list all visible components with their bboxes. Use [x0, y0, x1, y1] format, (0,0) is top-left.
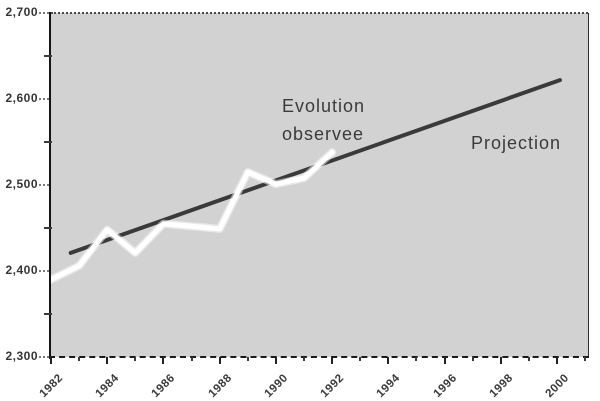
- y-axis-minor-tick: [44, 313, 52, 315]
- x-axis-minor-tick: [415, 357, 418, 361]
- x-axis-minor-tick: [359, 357, 362, 361]
- y-axis-tick-label: 2,600: [5, 91, 38, 105]
- plot-right-border: [588, 13, 589, 357]
- y-axis-minor-tick: [44, 141, 52, 143]
- x-axis-major-tick: [331, 357, 334, 364]
- y-axis-major-tick: [39, 356, 49, 358]
- x-axis-major-tick: [499, 357, 502, 364]
- y-axis-major-tick: [39, 270, 49, 272]
- x-axis-minor-tick: [78, 357, 81, 361]
- x-axis-tick-label: 2000: [543, 372, 572, 400]
- x-axis-minor-tick: [471, 357, 474, 361]
- series-lines: [51, 78, 562, 284]
- x-axis-tick-label: 1982: [37, 372, 66, 400]
- y-axis-tick-label: 2,400: [5, 263, 38, 277]
- observed-series-label-line1: Evolution: [282, 96, 366, 116]
- x-axis-tick-label: 1994: [374, 372, 403, 400]
- x-axis-minor-tick: [527, 357, 530, 361]
- projection-series-label: Projection: [471, 133, 562, 153]
- x-axis-minor-tick: [134, 357, 137, 361]
- x-axis-major-tick: [274, 357, 277, 364]
- x-axis-tick-label: 1986: [149, 372, 178, 400]
- observed-line: [51, 149, 335, 283]
- y-axis-major-tick: [39, 184, 49, 186]
- x-axis-tick-label: 1990: [262, 372, 291, 400]
- y-axis-line: [49, 12, 51, 359]
- x-axis-line: [49, 356, 589, 358]
- x-axis-minor-tick: [584, 357, 587, 361]
- x-axis-minor-tick: [246, 357, 249, 361]
- x-axis-tick-label: 1992: [318, 372, 347, 400]
- x-axis-major-tick: [556, 357, 559, 364]
- x-axis-major-tick: [443, 357, 446, 364]
- y-axis-tick-label: 2,700: [5, 5, 38, 19]
- observed-series-label-line2: observee: [282, 124, 365, 144]
- x-axis-minor-tick: [190, 357, 193, 361]
- plot-area: [51, 13, 588, 357]
- observed-line-halo: [51, 148, 337, 284]
- plot-top-border: [51, 12, 588, 14]
- x-axis-major-tick: [218, 357, 221, 364]
- y-axis-minor-tick: [44, 227, 52, 229]
- y-axis-major-tick: [39, 98, 49, 100]
- observed-series-label: Evolution observee: [282, 92, 365, 148]
- x-axis-tick-label: 1998: [487, 372, 516, 400]
- x-axis-major-tick: [387, 357, 390, 364]
- y-axis-minor-tick: [44, 55, 52, 57]
- y-axis-tick-label: 2,500: [5, 177, 38, 191]
- y-axis-tick-label: 2,300: [5, 349, 38, 363]
- x-axis-major-tick: [162, 357, 165, 364]
- x-axis-minor-tick: [303, 357, 306, 361]
- y-axis-major-tick: [39, 12, 49, 14]
- x-axis-major-tick: [106, 357, 109, 364]
- x-axis-tick-label: 1988: [206, 372, 235, 400]
- x-axis-tick-label: 1996: [431, 372, 460, 400]
- x-axis-tick-label: 1984: [93, 372, 122, 400]
- x-axis-major-tick: [50, 357, 52, 364]
